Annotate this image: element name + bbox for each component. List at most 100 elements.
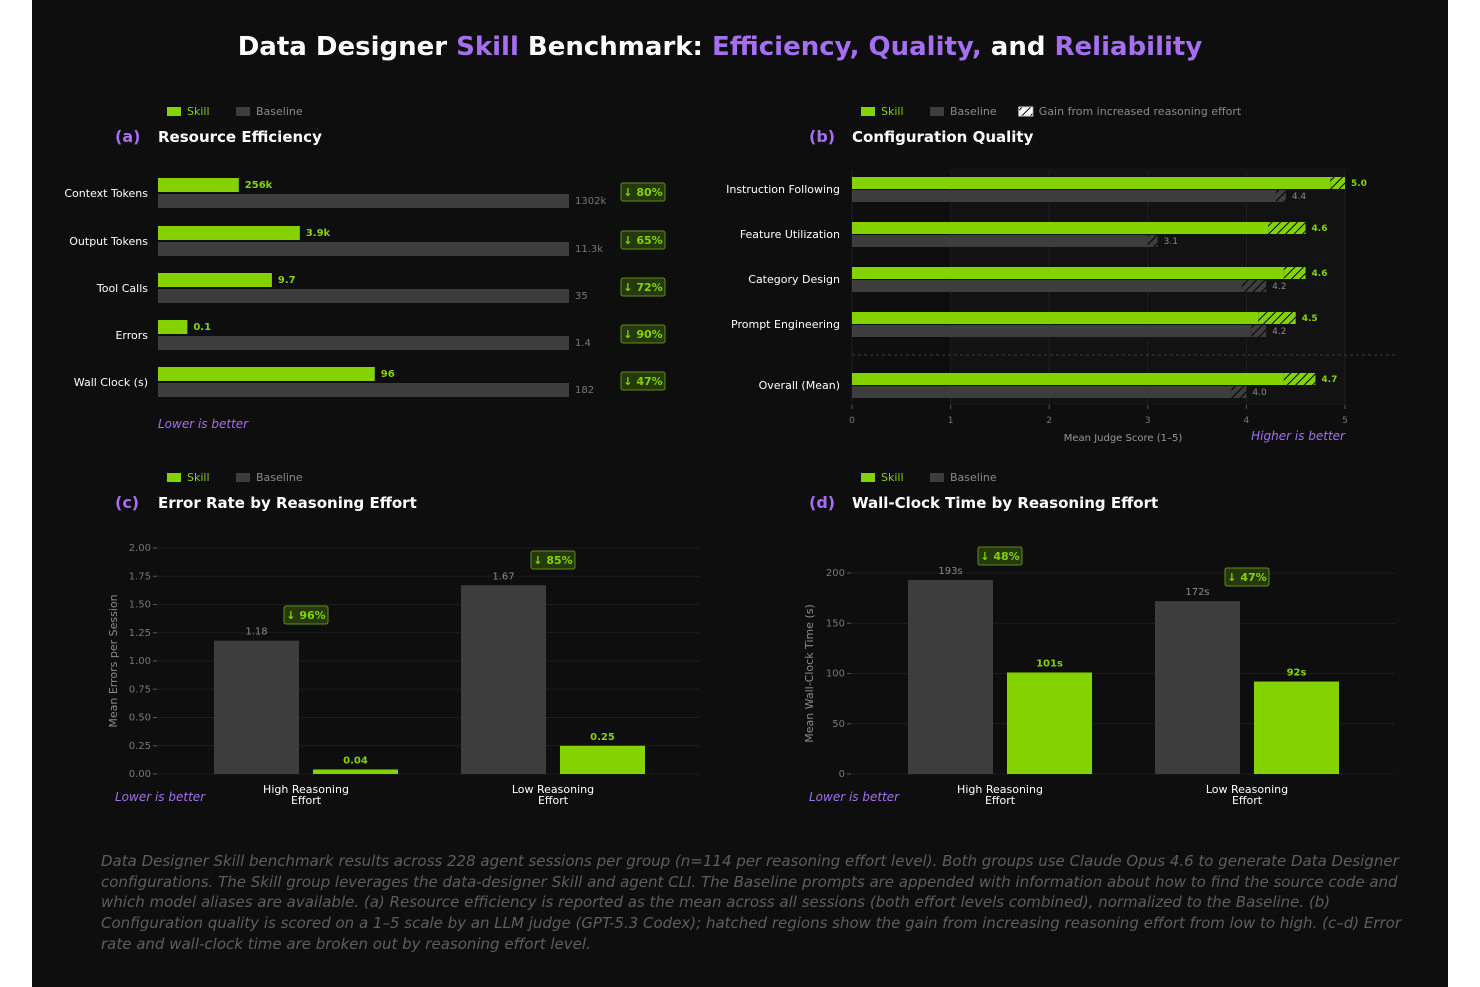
reduction-badge-box bbox=[620, 277, 666, 297]
baseline-value-label: 1.4 bbox=[575, 338, 591, 349]
reduction-badge-box bbox=[620, 182, 666, 202]
skill-value-label: 9.7 bbox=[278, 275, 296, 286]
title-accent-segment: Efficiency, Quality, bbox=[712, 32, 982, 62]
skill-gain-hatch bbox=[1283, 373, 1316, 385]
baseline-value-label: 4.2 bbox=[1272, 327, 1286, 337]
skill-value-label: 96 bbox=[381, 369, 395, 380]
skill-bar bbox=[158, 320, 188, 334]
skill-bar bbox=[313, 769, 398, 774]
x-category-label: Effort bbox=[1232, 794, 1263, 807]
baseline-value-label: 11.3k bbox=[575, 244, 603, 255]
baseline-value-label: 193s bbox=[938, 566, 962, 577]
skill-value-label: 4.5 bbox=[1302, 314, 1318, 324]
baseline-bar bbox=[214, 640, 299, 774]
baseline-bar bbox=[852, 325, 1252, 337]
baseline-gain-hatch bbox=[1275, 190, 1286, 202]
reduction-badge-label: ↓ 96% bbox=[286, 609, 325, 622]
panel-label: (d) bbox=[809, 493, 835, 512]
reduction-badge-label: ↓ 47% bbox=[623, 375, 662, 388]
reduction-badge-label: ↓ 48% bbox=[980, 550, 1019, 563]
x-category-label: Effort bbox=[985, 794, 1016, 807]
baseline-value-label: 35 bbox=[575, 291, 588, 302]
category-label: Tool Calls bbox=[96, 282, 148, 295]
x-category-label: Low Reasoning bbox=[1206, 783, 1288, 796]
legend-swatch-hatch bbox=[1018, 106, 1034, 117]
baseline-gain-hatch bbox=[1241, 280, 1267, 292]
x-category-label: Effort bbox=[538, 794, 569, 807]
skill-value-label: 92s bbox=[1287, 668, 1307, 679]
lower-is-better-note: Lower is better bbox=[809, 790, 900, 804]
panel-title: Configuration Quality bbox=[852, 128, 1034, 146]
y-tick-label: 1.25 bbox=[129, 628, 151, 639]
skill-value-label: 256k bbox=[245, 180, 273, 191]
skill-value-label: 0.04 bbox=[343, 755, 368, 766]
baseline-gain-hatch bbox=[1147, 235, 1158, 247]
category-label: Wall Clock (s) bbox=[74, 376, 148, 389]
reduction-badge-label: ↓ 72% bbox=[623, 281, 662, 294]
category-label: Overall (Mean) bbox=[759, 379, 840, 392]
skill-value-label: 3.9k bbox=[306, 228, 331, 239]
y-tick-label: 2.00 bbox=[129, 543, 151, 554]
baseline-bar bbox=[852, 386, 1232, 398]
y-tick-label: 0.75 bbox=[129, 684, 151, 695]
panel-title: Error Rate by Reasoning Effort bbox=[158, 494, 417, 512]
baseline-bar bbox=[158, 289, 569, 303]
panel-title: Resource Efficiency bbox=[158, 128, 322, 146]
legend-label: Baseline bbox=[256, 105, 303, 118]
category-label: Instruction Following bbox=[726, 183, 840, 196]
skill-value-label: 4.6 bbox=[1312, 269, 1328, 279]
title-accent-segment: Reliability bbox=[1055, 32, 1203, 62]
baseline-bar bbox=[158, 383, 569, 397]
skill-bar bbox=[852, 312, 1259, 324]
x-category-label: High Reasoning bbox=[263, 783, 349, 796]
title-segment: Benchmark: bbox=[519, 32, 712, 62]
skill-bar bbox=[852, 222, 1269, 234]
baseline-value-label: 3.1 bbox=[1164, 237, 1178, 247]
main-title: Data Designer Skill Benchmark: Efficienc… bbox=[238, 32, 1203, 62]
skill-gain-hatch bbox=[1258, 312, 1296, 324]
reduction-badge-label: ↓ 47% bbox=[1227, 571, 1266, 584]
reduction-badge-box bbox=[1224, 567, 1270, 587]
baseline-value-label: 1.18 bbox=[245, 627, 267, 638]
title-accent-segment: Skill bbox=[456, 32, 519, 62]
y-tick-label: 0 bbox=[839, 769, 845, 780]
y-tick-label: 1.75 bbox=[129, 571, 151, 582]
lower-is-better-note: Lower is better bbox=[115, 790, 206, 804]
legend-label: Baseline bbox=[950, 471, 997, 484]
skill-bar bbox=[158, 178, 239, 192]
skill-value-label: 101s bbox=[1036, 658, 1063, 669]
panel-label: (c) bbox=[115, 493, 139, 512]
y-tick-label: 0.50 bbox=[129, 713, 151, 724]
skill-value-label: 0.25 bbox=[590, 732, 615, 743]
skill-value-label: 0.1 bbox=[193, 322, 211, 333]
skill-value-label: 5.0 bbox=[1351, 179, 1367, 189]
legend-label: Skill bbox=[881, 105, 904, 118]
figure-background bbox=[32, 0, 1448, 987]
skill-bar bbox=[1007, 672, 1092, 774]
y-tick-label: 0.25 bbox=[129, 741, 151, 752]
skill-gain-hatch bbox=[1268, 222, 1306, 234]
x-category-label: Low Reasoning bbox=[512, 783, 594, 796]
baseline-bar bbox=[158, 194, 569, 208]
title-segment: and bbox=[982, 32, 1055, 62]
skill-value-label: 4.6 bbox=[1312, 224, 1328, 234]
reduction-badge-box bbox=[977, 546, 1023, 566]
skill-gain-hatch bbox=[1283, 267, 1306, 279]
baseline-value-label: 1.67 bbox=[492, 571, 514, 582]
baseline-bar bbox=[908, 580, 993, 774]
panel-title: Wall-Clock Time by Reasoning Effort bbox=[852, 494, 1158, 512]
skill-bar bbox=[158, 273, 272, 287]
category-label: Output Tokens bbox=[69, 235, 148, 248]
x-tick-label: 3 bbox=[1145, 416, 1151, 426]
legend-label: Skill bbox=[187, 105, 210, 118]
legend-swatch bbox=[930, 107, 944, 116]
legend-swatch bbox=[861, 107, 875, 116]
skill-bar bbox=[158, 367, 375, 381]
reduction-badge-box bbox=[620, 371, 666, 391]
baseline-value-label: 172s bbox=[1185, 587, 1209, 598]
skill-bar bbox=[158, 226, 300, 240]
reduction-badge-label: ↓ 85% bbox=[533, 554, 572, 567]
x-axis-label: Mean Judge Score (1–5) bbox=[1064, 433, 1183, 444]
figure-caption: Data Designer Skill benchmark results ac… bbox=[101, 852, 1401, 953]
